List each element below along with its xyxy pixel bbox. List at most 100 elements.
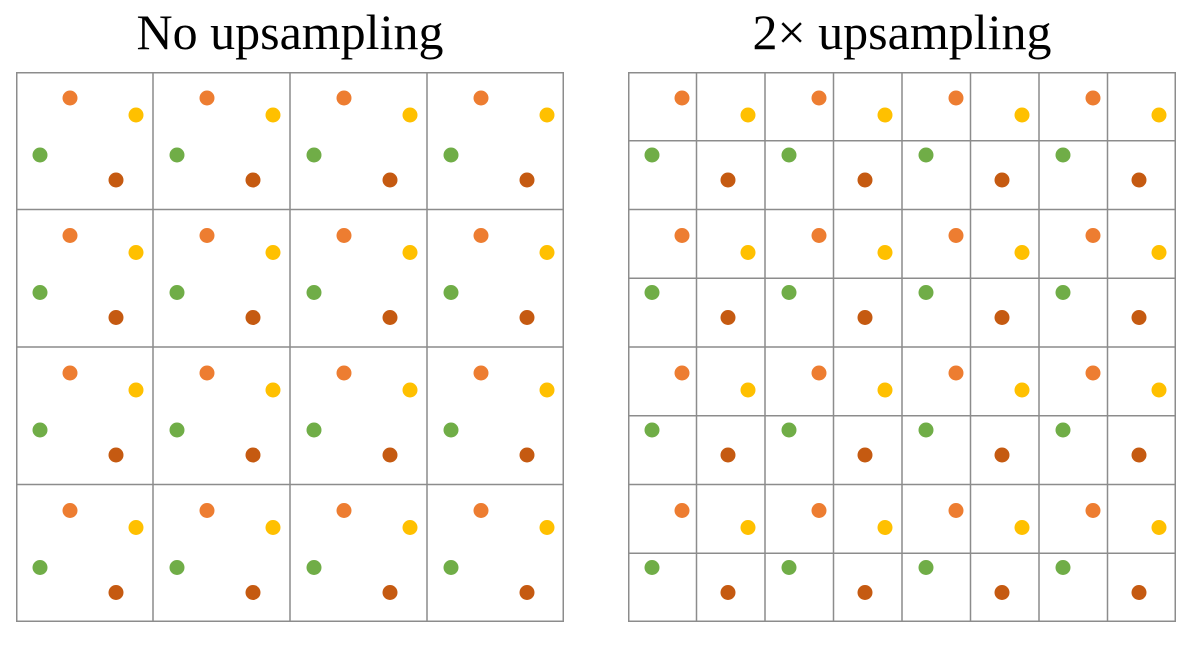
left-dot-yellow xyxy=(402,520,418,535)
right-dot-orange xyxy=(811,90,827,106)
left-dot-yellow xyxy=(265,107,281,123)
left-dot-dark-orange xyxy=(245,447,261,463)
left-dot-yellow xyxy=(402,382,418,398)
right-dot-orange xyxy=(948,228,964,243)
left-dot-green xyxy=(32,560,48,575)
left-dot-green xyxy=(169,422,185,438)
right-dot-orange xyxy=(1085,503,1101,518)
left-dot-orange xyxy=(62,365,78,381)
upsampling-2x-title: 2× upsampling xyxy=(752,4,1052,60)
right-dot-dark-orange xyxy=(1131,172,1147,188)
left-dot-dark-orange xyxy=(382,447,398,463)
right-dot-green xyxy=(781,422,797,438)
right-dot-yellow xyxy=(740,245,756,260)
left-dot-yellow xyxy=(402,107,418,123)
left-dot-yellow xyxy=(128,382,144,398)
left-dot-yellow xyxy=(539,107,555,123)
right-dot-dark-orange xyxy=(857,585,873,600)
no-upsampling-grid xyxy=(16,72,564,622)
left-dot-green xyxy=(443,422,459,438)
right-dot-green xyxy=(918,560,934,575)
right-dot-orange xyxy=(674,503,690,518)
right-dot-green xyxy=(781,560,797,575)
left-dot-yellow xyxy=(265,245,281,260)
right-dot-yellow xyxy=(1151,245,1167,260)
right-dot-dark-orange xyxy=(1131,447,1147,463)
right-dot-yellow xyxy=(1014,382,1030,398)
right-dot-orange xyxy=(674,228,690,243)
right-dot-dark-orange xyxy=(1131,310,1147,325)
left-dot-green xyxy=(306,422,322,438)
right-dot-orange xyxy=(674,365,690,381)
right-dot-dark-orange xyxy=(994,585,1010,600)
left-dot-dark-orange xyxy=(519,172,535,188)
right-dot-orange xyxy=(674,90,690,106)
left-dot-orange xyxy=(199,503,215,518)
left-dot-green xyxy=(169,147,185,163)
right-dot-orange xyxy=(948,90,964,106)
left-dot-green xyxy=(306,285,322,300)
right-dot-green xyxy=(781,285,797,300)
left-dot-orange xyxy=(473,503,489,518)
left-dot-yellow xyxy=(539,382,555,398)
left-dot-dark-orange xyxy=(108,310,124,325)
left-dot-dark-orange xyxy=(245,585,261,600)
right-dot-green xyxy=(644,147,660,163)
left-dot-dark-orange xyxy=(108,447,124,463)
right-dot-green xyxy=(644,285,660,300)
right-dot-green xyxy=(918,422,934,438)
right-dot-yellow xyxy=(740,520,756,535)
left-dot-orange xyxy=(473,228,489,243)
right-dot-dark-orange xyxy=(1131,585,1147,600)
left-dot-dark-orange xyxy=(382,585,398,600)
right-dot-yellow xyxy=(1014,107,1030,123)
right-dot-dark-orange xyxy=(994,310,1010,325)
right-dot-green xyxy=(781,147,797,163)
right-dot-green xyxy=(1055,422,1071,438)
left-dot-orange xyxy=(199,90,215,106)
right-dot-orange xyxy=(1085,90,1101,106)
right-dot-yellow xyxy=(1014,245,1030,260)
right-dot-orange xyxy=(948,503,964,518)
left-dot-green xyxy=(169,285,185,300)
right-dot-yellow xyxy=(1014,520,1030,535)
left-dot-yellow xyxy=(265,520,281,535)
left-dot-green xyxy=(32,285,48,300)
right-dot-dark-orange xyxy=(857,310,873,325)
left-dot-orange xyxy=(473,90,489,106)
right-dot-yellow xyxy=(1151,520,1167,535)
left-dot-yellow xyxy=(265,382,281,398)
right-dot-green xyxy=(1055,560,1071,575)
left-dot-dark-orange xyxy=(245,310,261,325)
right-dot-green xyxy=(918,147,934,163)
left-dot-green xyxy=(32,147,48,163)
right-dot-yellow xyxy=(877,245,893,260)
right-dot-orange xyxy=(948,365,964,381)
left-dot-green xyxy=(32,422,48,438)
right-dot-green xyxy=(1055,147,1071,163)
left-dot-yellow xyxy=(128,245,144,260)
right-dot-green xyxy=(1055,285,1071,300)
left-dot-green xyxy=(443,147,459,163)
left-dot-dark-orange xyxy=(108,172,124,188)
right-dot-green xyxy=(644,560,660,575)
left-dot-orange xyxy=(336,90,352,106)
left-dot-yellow xyxy=(539,520,555,535)
right-dot-yellow xyxy=(740,107,756,123)
left-dot-dark-orange xyxy=(519,310,535,325)
left-dot-orange xyxy=(199,228,215,243)
right-dot-yellow xyxy=(877,107,893,123)
right-dot-dark-orange xyxy=(994,172,1010,188)
left-dot-green xyxy=(306,147,322,163)
left-dot-yellow xyxy=(128,520,144,535)
left-dot-dark-orange xyxy=(519,585,535,600)
right-dot-orange xyxy=(811,503,827,518)
right-dot-dark-orange xyxy=(857,447,873,463)
left-dot-dark-orange xyxy=(108,585,124,600)
right-dot-yellow xyxy=(877,520,893,535)
left-dot-orange xyxy=(336,365,352,381)
left-dot-dark-orange xyxy=(382,172,398,188)
right-dot-yellow xyxy=(1151,382,1167,398)
left-dot-green xyxy=(169,560,185,575)
right-dot-dark-orange xyxy=(720,585,736,600)
